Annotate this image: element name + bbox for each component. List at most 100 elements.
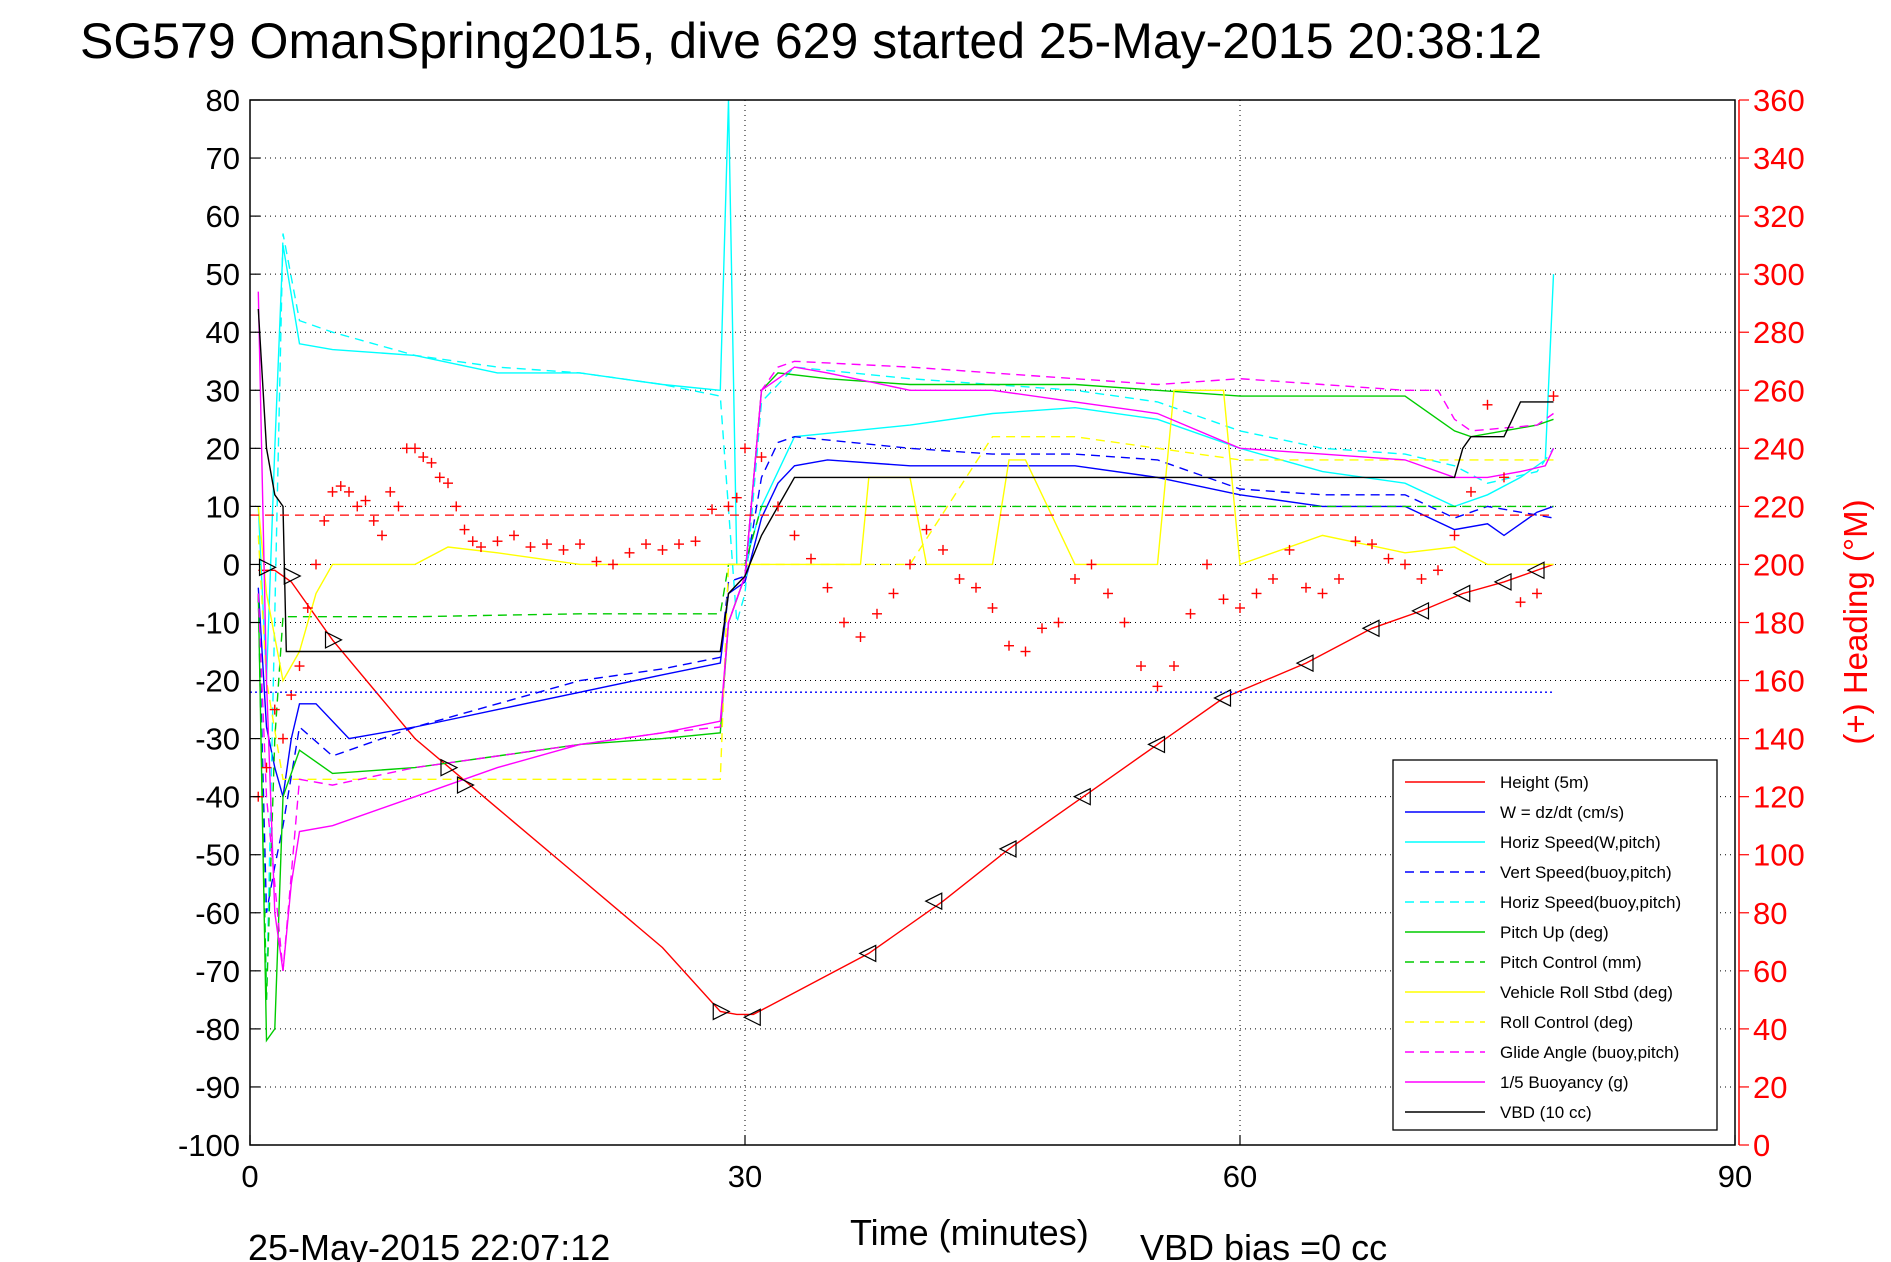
heading-marker: [1532, 588, 1542, 599]
legend-entry-0: Height (5m): [1500, 773, 1589, 792]
heading-marker: [311, 559, 321, 570]
marker-layer: [250, 391, 1559, 1027]
series-layer: [257, 99, 1555, 1043]
vbd-triangle-marker: [1072, 787, 1091, 806]
vbd-triangle-marker: [742, 1008, 761, 1027]
heading-marker: [591, 556, 602, 567]
x-tick-label: 60: [1223, 1159, 1257, 1194]
footer-timestamp: 25-May-2015 22:07:12: [248, 1227, 610, 1262]
heading-marker: [740, 443, 750, 454]
left-tick-label: 60: [206, 199, 240, 234]
heading-marker: [393, 501, 404, 512]
heading-marker: [492, 536, 503, 547]
heading-marker: [302, 602, 313, 613]
heading-marker: [1136, 661, 1146, 672]
vbd-triangle-marker: [440, 758, 459, 777]
right-tick-label: 20: [1753, 1070, 1787, 1105]
series-line-10: [257, 291, 1555, 971]
left-tick-label: -50: [195, 838, 240, 873]
heading-marker: [1169, 661, 1179, 672]
left-tick-label: -100: [178, 1128, 240, 1163]
heading-marker: [278, 733, 288, 744]
heading-marker: [360, 495, 371, 506]
series-line-3: [257, 435, 1554, 913]
heading-marker: [987, 602, 998, 613]
series-line-0: [258, 563, 1554, 1016]
right-tick-label: 280: [1753, 315, 1805, 350]
heading-marker: [335, 481, 346, 492]
heading-marker: [1433, 565, 1443, 576]
heading-marker: [756, 452, 767, 463]
heading-marker: [954, 573, 965, 584]
heading-marker: [1037, 623, 1047, 634]
heading-marker: [1070, 573, 1080, 584]
right-tick-label: 360: [1753, 83, 1805, 118]
heading-marker: [674, 539, 684, 550]
heading-marker: [1020, 646, 1031, 657]
legend-entry-10: 1/5 Buoyancy (g): [1500, 1073, 1629, 1092]
right-tick-label: 60: [1753, 954, 1787, 989]
heading-marker: [1152, 681, 1163, 692]
x-axis: 0 30 60 90: [241, 1135, 1752, 1194]
legend-entry-9: Glide Angle (buoy,pitch): [1500, 1043, 1679, 1062]
heading-marker: [261, 762, 272, 773]
left-tick-label: 70: [206, 141, 240, 176]
left-tick-label: -40: [195, 780, 240, 815]
heading-marker: [443, 478, 453, 489]
heading-marker: [385, 486, 396, 497]
right-tick-label: 300: [1753, 257, 1805, 292]
heading-marker: [773, 501, 783, 512]
heading-marker: [558, 544, 569, 555]
heading-marker: [1218, 594, 1229, 605]
vbd-triangle-marker: [1452, 584, 1471, 603]
x-tick-label: 90: [1718, 1159, 1752, 1194]
right-tick-label: 0: [1753, 1128, 1770, 1163]
heading-marker: [459, 524, 470, 535]
heading-marker: [723, 501, 734, 512]
vbd-triangle-marker: [858, 944, 877, 963]
vbd-triangle-marker: [1361, 619, 1380, 638]
heading-marker: [921, 524, 932, 535]
heading-marker: [1400, 559, 1410, 570]
heading-marker: [731, 492, 742, 503]
right-tick-label: 340: [1753, 141, 1805, 176]
heading-marker: [344, 486, 354, 497]
heading-marker: [575, 539, 585, 550]
heading-marker: [1367, 539, 1377, 550]
heading-marker: [1268, 573, 1278, 584]
heading-marker: [690, 536, 701, 547]
legend-entry-5: Pitch Up (deg): [1500, 923, 1609, 942]
left-tick-label: 40: [206, 315, 240, 350]
left-tick-label: -80: [195, 1012, 240, 1047]
heading-marker: [1317, 588, 1328, 599]
heading-marker: [839, 617, 849, 628]
heading-marker: [525, 542, 536, 553]
left-tick-label: -90: [195, 1070, 240, 1105]
heading-marker: [319, 515, 330, 526]
heading-marker: [1515, 597, 1526, 608]
heading-marker: [822, 582, 833, 593]
heading-marker: [476, 542, 486, 553]
right-tick-label: 120: [1753, 780, 1805, 815]
legend-box: [1392, 759, 1718, 1131]
vbd-triangle-marker: [924, 892, 943, 911]
vbd-triangle-marker: [324, 630, 343, 649]
grid: [250, 100, 1735, 1145]
vbd-triangle-marker: [283, 567, 302, 586]
vbd-triangle-marker: [1411, 601, 1430, 620]
legend-entry-7: Vehicle Roll Stbd (deg): [1500, 983, 1673, 1002]
right-tick-label: 220: [1753, 489, 1805, 524]
series-line-6: [257, 505, 1554, 1000]
right-tick-label: 100: [1753, 838, 1805, 873]
legend-entry-1: W = dz/dt (cm/s): [1500, 803, 1624, 822]
heading-marker: [806, 553, 816, 564]
heading-marker: [938, 544, 948, 555]
heading-marker: [1548, 391, 1559, 402]
legend: Height (5m) W = dz/dt (cm/s) Horiz Speed(W…: [1392, 759, 1718, 1131]
series-line-1: [257, 459, 1554, 797]
heading-marker: [707, 504, 717, 515]
series-line-9: [257, 360, 1554, 971]
right-axis: 3603403203002802602402202001801601401201…: [1738, 83, 1805, 1163]
legend-entry-3: Vert Speed(buoy,pitch): [1500, 863, 1672, 882]
